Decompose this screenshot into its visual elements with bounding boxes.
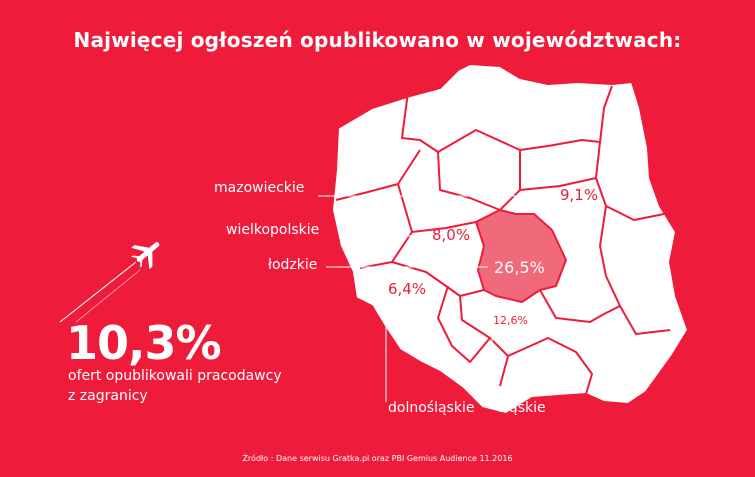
- foreign-description-line2: z zagranicy: [68, 388, 148, 404]
- foreign-description: ofert opublikowali pracodawcy z zagranic…: [68, 366, 338, 406]
- value-lodzkie: 26,5%: [494, 258, 545, 277]
- region-highlight-lodzkie: [475, 209, 567, 303]
- source-note: Źródło : Dane serwisu Gratka.pl oraz PBI…: [242, 454, 513, 463]
- value-wielkopolskie: 8,0%: [432, 226, 471, 244]
- label-wielkopolskie: wielkopolskie: [226, 222, 320, 238]
- label-mazowieckie: mazowieckie: [214, 180, 305, 196]
- label-lodzkie: łodzkie: [268, 257, 318, 273]
- value-dolnoslaskie: 6,4%: [388, 280, 427, 298]
- value-slaskie: 12,6%: [493, 314, 528, 327]
- leader-lines: [318, 195, 560, 402]
- airplane-icon: [59, 242, 160, 323]
- foreign-description-line1: ofert opublikowali pracodawcy: [68, 368, 282, 384]
- label-dolnoslaskie: dolnośląskie: [388, 400, 475, 416]
- page-title: Najwięcej ogłoszeń opublikowano w wojewó…: [73, 28, 682, 52]
- label-slaskie: śląskie: [498, 400, 546, 416]
- foreign-percentage: 10,3%: [66, 316, 222, 370]
- value-mazowieckie: 9,1%: [560, 186, 599, 204]
